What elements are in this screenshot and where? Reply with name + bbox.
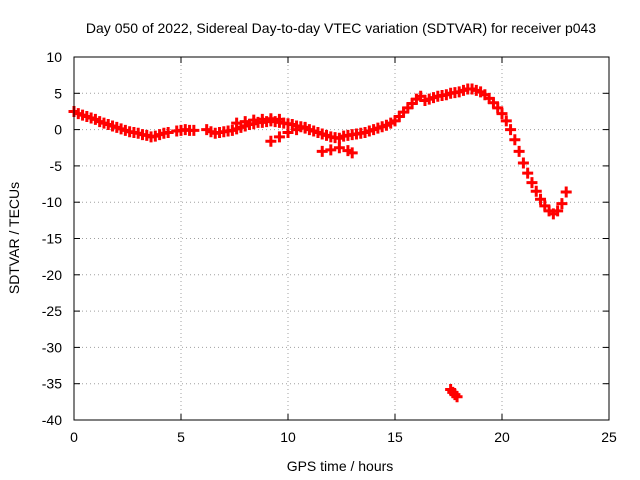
y-tick-label: -15 — [42, 231, 62, 247]
data-point — [560, 186, 572, 198]
y-tick-label: 0 — [54, 122, 62, 138]
data-point — [282, 127, 294, 139]
data-point — [188, 124, 200, 136]
data-point — [500, 115, 512, 127]
x-tick-label: 5 — [177, 429, 185, 445]
data-point — [552, 205, 564, 217]
data-point — [299, 121, 311, 133]
y-tick-label: -30 — [42, 339, 62, 355]
data-point — [517, 157, 529, 169]
x-axis-label: GPS time / hours — [287, 458, 394, 474]
data-point — [526, 177, 538, 189]
x-tick-label: 15 — [387, 429, 403, 445]
data-point — [451, 391, 463, 403]
data-point — [483, 92, 495, 104]
data-point — [398, 106, 410, 118]
data-point — [389, 115, 401, 127]
x-tick-label: 25 — [601, 429, 617, 445]
chart-title: Day 050 of 2022, Sidereal Day-to-day VTE… — [86, 20, 596, 36]
data-point — [239, 116, 251, 128]
data-point — [325, 144, 337, 156]
data-point — [505, 124, 517, 136]
data-point — [513, 145, 525, 157]
data-point — [333, 142, 345, 154]
data-point — [530, 185, 542, 197]
y-tick-label: -10 — [42, 194, 62, 210]
x-tick-label: 10 — [280, 429, 296, 445]
data-point — [393, 111, 405, 123]
y-tick-label: -25 — [42, 303, 62, 319]
data-point — [535, 193, 547, 205]
data-series — [68, 83, 572, 403]
data-point — [509, 134, 521, 146]
data-point — [522, 167, 534, 179]
data-point — [248, 114, 260, 126]
data-point — [273, 113, 285, 125]
data-point — [556, 198, 568, 210]
y-tick-label: -5 — [50, 158, 63, 174]
data-point — [487, 97, 499, 109]
data-point — [539, 200, 551, 212]
y-tick-label: 10 — [46, 49, 62, 65]
y-tick-label: 5 — [54, 85, 62, 101]
data-point — [492, 102, 504, 114]
y-tick-label: -20 — [42, 267, 62, 283]
data-point — [162, 127, 174, 139]
x-tick-label: 0 — [70, 429, 78, 445]
data-point — [265, 135, 277, 147]
axes: 0 5 10 15 20 25 10 5 0 -5 -10 -15 -20 -25 -30 -35 -40 — [42, 49, 617, 445]
data-point — [402, 102, 414, 114]
data-point — [406, 97, 418, 109]
y-axis-label: SDTVAR / TECUs — [6, 182, 22, 294]
data-point — [346, 147, 358, 159]
data-point — [256, 113, 268, 125]
x-tick-label: 20 — [494, 429, 510, 445]
data-point — [415, 90, 427, 102]
y-tick-label: -40 — [42, 412, 62, 428]
data-point — [496, 108, 508, 120]
data-point — [273, 131, 285, 143]
y-tick-label: -35 — [42, 376, 62, 392]
data-point — [265, 113, 277, 125]
data-point — [231, 117, 243, 129]
data-point — [291, 124, 303, 136]
data-point — [316, 145, 328, 157]
